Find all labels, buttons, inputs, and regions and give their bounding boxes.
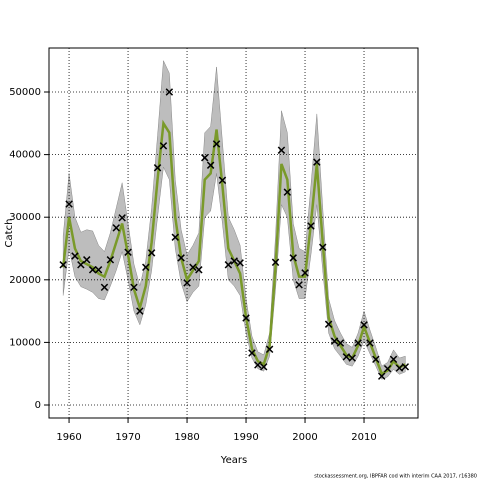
y-tick-label: 40000 [9,150,41,161]
y-tick-label: 30000 [9,212,41,223]
observed-marker [289,254,297,262]
footnote: stockassessment.org, IBPFAR cod with int… [314,474,477,480]
observed-marker [395,364,404,372]
observed-marker [336,339,345,347]
y-tick-label: 0 [35,400,41,411]
observed-marker [153,164,162,172]
observed-marker [71,252,79,260]
observed-marker [77,261,85,269]
observed-marker [301,269,309,277]
observed-marker [295,281,303,289]
observed-marker [224,261,233,269]
y-tick-label: 50000 [9,87,41,98]
observed-marker [248,349,256,357]
y-tick-label: 10000 [9,337,41,348]
observed-marker [242,314,250,322]
observed-marker [206,161,215,169]
y-tick-label: 20000 [9,275,41,286]
observed-marker [183,279,191,287]
confidence-band [62,59,406,380]
observed-marker [201,154,209,162]
x-tick-label: 2000 [292,432,317,443]
observed-marker [342,353,351,361]
observed-marker [260,363,268,371]
plot-frame [48,47,419,419]
observed-marker [106,256,115,264]
observed-marker [307,222,315,230]
observed-marker [136,307,144,315]
observed-marker [348,354,356,362]
observed-marker [324,320,333,328]
observed-marker [212,140,221,148]
observed-marker [230,257,238,265]
x-tick-label: 2010 [351,432,376,443]
observed-marker [401,363,410,371]
observed-marker [195,266,203,274]
x-tick-label: 1980 [174,432,199,443]
observed-marker [236,259,244,267]
observed-marker [100,283,109,292]
observed-marker [177,254,185,262]
observed-marker [377,372,386,380]
observed-marker [94,266,103,274]
observed-marker [130,283,138,292]
observed-marker [218,176,227,185]
observed-marker [277,146,286,154]
observed-marker [112,224,120,232]
observed-marker [254,361,262,369]
observed-marker [271,258,280,267]
observed-marker [147,249,156,257]
observed-marker [118,214,126,222]
observed-marker [366,339,374,347]
observed-marker [283,188,292,196]
observed-marker [83,256,91,264]
observed-marker [124,248,132,256]
x-tick-label: 1990 [233,432,258,443]
observed-marker [88,266,97,274]
x-tick-label: 1970 [115,432,140,443]
observed-marker [59,261,67,269]
observed-marker [189,263,197,272]
observed-marker [372,355,380,364]
observed-marker [330,337,339,345]
observed-marker [171,233,179,241]
y-axis-label: Catch [4,219,15,248]
observed-marker [383,364,392,373]
observed-marker [360,321,368,329]
observed-marker [159,142,168,150]
x-tick-label: 1960 [56,432,81,443]
observed-marker [165,88,174,96]
observed-marker [65,200,73,208]
x-axis-label: Years [220,455,247,466]
observed-marker [318,243,327,251]
observed-marker [354,339,362,347]
observed-marker [265,345,274,354]
observed-marker [389,355,398,364]
observed-marker [313,158,321,166]
observed-marker [142,263,150,272]
